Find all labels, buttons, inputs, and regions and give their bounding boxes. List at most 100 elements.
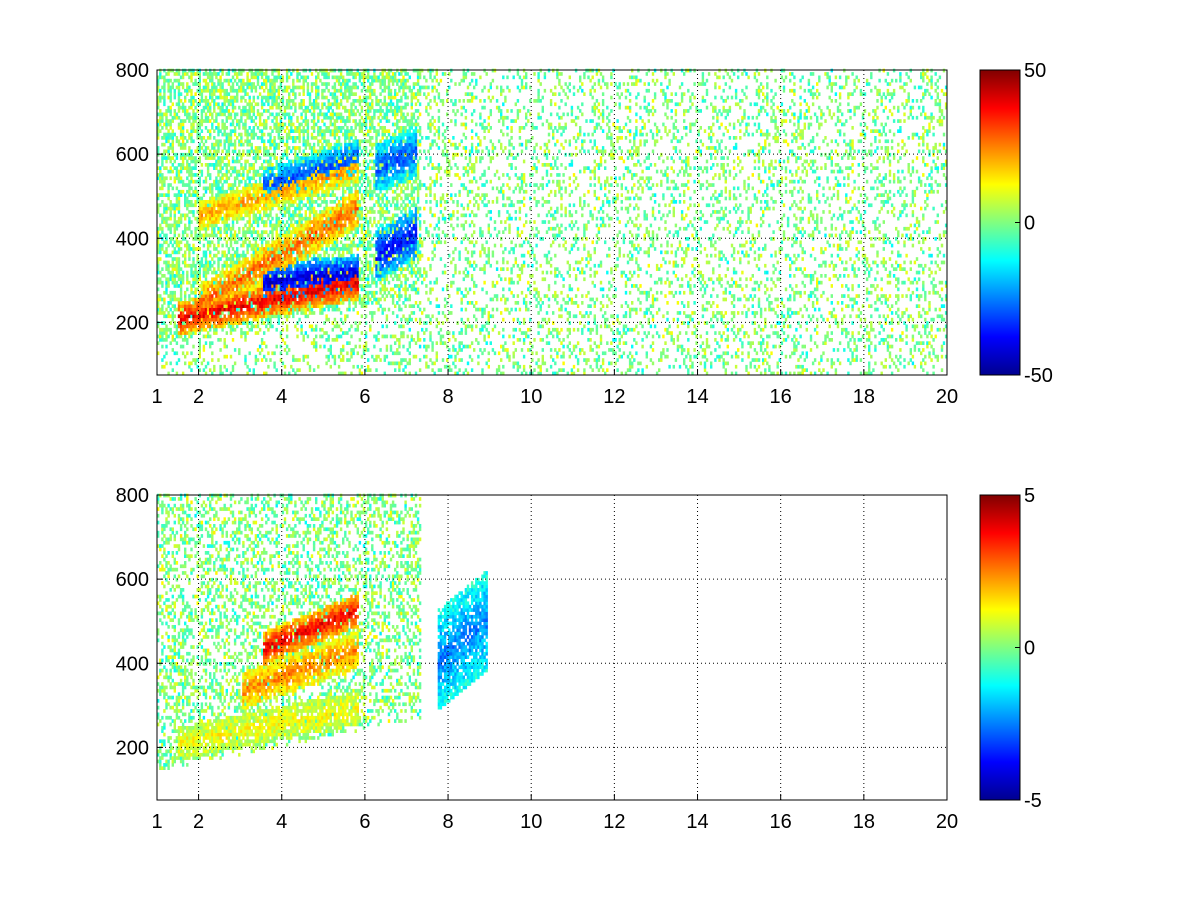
heatmap-cell	[248, 132, 251, 137]
heatmap-cell	[290, 149, 293, 154]
heatmap-cell	[173, 250, 176, 255]
heatmap-cell	[296, 230, 299, 234]
heatmap-cell	[321, 243, 324, 248]
heatmap-cell	[277, 206, 280, 211]
heatmap-cell	[281, 250, 285, 255]
heatmap-cell	[219, 75, 222, 80]
heatmap-cell	[263, 186, 266, 191]
heatmap-cell	[175, 284, 179, 288]
heatmap-cell	[227, 247, 231, 251]
heatmap-cell	[209, 344, 212, 349]
heatmap-cell	[275, 223, 278, 228]
heatmap-cell	[256, 203, 260, 208]
heatmap-cell	[256, 290, 260, 295]
heatmap-cell	[265, 200, 268, 204]
heatmap-cell	[308, 294, 312, 298]
heatmap-cell	[269, 105, 272, 110]
heatmap-cell	[159, 311, 162, 315]
heatmap-cell	[219, 324, 222, 329]
heatmap-cell	[302, 274, 305, 278]
heatmap-cell	[323, 270, 326, 275]
heatmap-cell	[285, 88, 289, 93]
heatmap-cell	[233, 237, 237, 241]
heatmap-cell	[315, 304, 318, 308]
heatmap-cell	[265, 78, 268, 83]
heatmap-cell	[273, 115, 276, 120]
heatmap-cell	[306, 223, 310, 228]
heatmap-cell	[213, 317, 216, 322]
heatmap-cell	[319, 156, 322, 160]
heatmap-cell	[231, 226, 235, 231]
heatmap-cell	[258, 233, 262, 238]
heatmap-cell	[204, 216, 208, 221]
heatmap-cell	[204, 176, 208, 181]
heatmap-cell	[304, 257, 307, 261]
heatmap-cell	[271, 102, 274, 107]
heatmap-cell	[292, 287, 295, 292]
heatmap-cell	[308, 156, 312, 160]
heatmap-cell	[252, 301, 255, 305]
heatmap-cell	[188, 364, 191, 369]
heatmap-cell	[250, 324, 253, 329]
heatmap-cell	[331, 327, 334, 332]
heatmap-cell	[290, 267, 293, 271]
heatmap-cell	[337, 200, 341, 204]
heatmap-cell	[204, 72, 208, 76]
heatmap-cell	[209, 314, 212, 319]
heatmap-cell	[194, 233, 197, 238]
heatmap-cell	[188, 132, 191, 137]
heatmap-cell	[315, 280, 318, 285]
heatmap-cell	[337, 186, 341, 191]
heatmap-cell	[229, 85, 233, 90]
heatmap-cell	[321, 88, 324, 93]
heatmap-cell	[225, 257, 228, 261]
heatmap-cell	[312, 311, 316, 315]
heatmap-cell	[294, 173, 297, 177]
heatmap-cell	[298, 146, 301, 150]
heatmap-cell	[209, 290, 212, 295]
heatmap-cell	[283, 163, 287, 167]
heatmap-cell	[323, 257, 326, 261]
heatmap-cell	[221, 324, 224, 329]
heatmap-cell	[288, 250, 291, 255]
heatmap-cell	[233, 216, 237, 221]
heatmap-cell	[273, 290, 276, 295]
heatmap-cell	[204, 126, 208, 130]
heatmap-cell	[294, 196, 297, 201]
heatmap-cell	[165, 240, 168, 245]
heatmap-cell	[292, 314, 295, 319]
heatmap-cell	[186, 270, 189, 275]
heatmap-cell	[325, 280, 328, 285]
heatmap-cell	[175, 280, 179, 285]
heatmap-cell	[165, 78, 168, 83]
heatmap-cell	[323, 68, 326, 73]
heatmap-cell	[321, 142, 324, 147]
heatmap-cell	[227, 183, 231, 187]
heatmap-cell	[173, 280, 176, 285]
heatmap-cell	[242, 263, 245, 268]
heatmap-cell	[327, 307, 330, 312]
heatmap-cell	[339, 317, 343, 322]
heatmap-cell	[236, 240, 239, 245]
heatmap-cell	[165, 159, 168, 164]
heatmap-cell	[252, 237, 255, 241]
heatmap-cell	[279, 186, 283, 191]
heatmap-cell	[302, 311, 305, 315]
heatmap-cell	[315, 105, 318, 110]
heatmap-cell	[196, 314, 199, 319]
heatmap-cell	[177, 358, 181, 362]
heatmap-cell	[188, 327, 191, 332]
heatmap-cell	[312, 250, 316, 255]
heatmap-cell	[277, 112, 280, 117]
heatmap-cell	[317, 237, 320, 241]
heatmap-cell	[248, 243, 251, 248]
heatmap-cell	[308, 311, 312, 315]
heatmap-cell	[236, 250, 239, 255]
heatmap-cell	[283, 223, 287, 228]
heatmap-cell	[209, 196, 212, 201]
heatmap-cell	[306, 226, 310, 231]
heatmap-cell	[186, 163, 189, 167]
heatmap-cell	[333, 92, 337, 96]
heatmap-cell	[254, 354, 258, 359]
heatmap-cell	[263, 149, 266, 154]
